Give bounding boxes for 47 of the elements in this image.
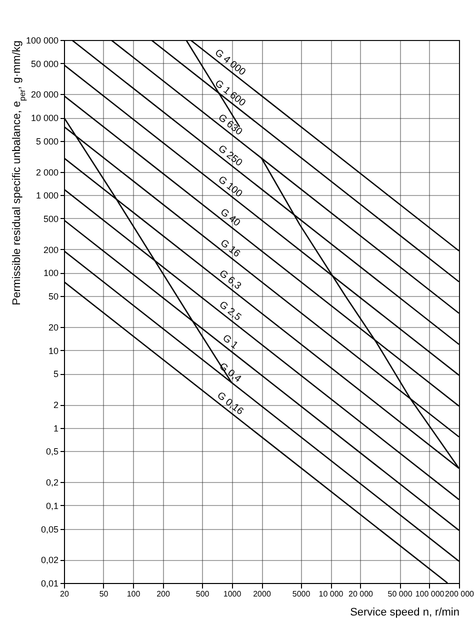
- y-tick-label: 50: [48, 292, 58, 302]
- y-tick-label: 10 000: [30, 113, 58, 124]
- x-tick-label: 20: [60, 590, 70, 598]
- text: G 100: [216, 174, 244, 200]
- x-tick-label: 500: [196, 590, 210, 598]
- y-tick-label: 50 000: [30, 58, 58, 69]
- x-tick-label: 1000: [223, 590, 242, 598]
- y-tick-label: 1: [53, 423, 58, 434]
- y-tick-label: 0,5: [46, 446, 58, 457]
- x-tick-label: 50 000: [388, 590, 413, 598]
- x-tick-label: 50: [99, 590, 109, 598]
- y-tick-label: 0,2: [46, 478, 58, 488]
- x-tick-label: 2000: [253, 590, 272, 598]
- text: G 250: [216, 143, 244, 170]
- y-tick-label: 2 000: [36, 167, 58, 178]
- y-tick-label: 0,01: [40, 578, 58, 588]
- y-tick-label: 100 000: [26, 36, 58, 46]
- y-tick-label: 20 000: [30, 90, 58, 100]
- text: G 0,16: [214, 390, 246, 418]
- text: G 1 600: [212, 78, 248, 110]
- text: G 6,3: [216, 268, 244, 292]
- y-tick-label: 10: [48, 346, 58, 356]
- y-tick-label: 200: [43, 244, 58, 255]
- x-tick-label: 5000: [292, 590, 311, 598]
- x-tick-label: 10 000: [318, 590, 344, 598]
- x-tick-label: 200 000: [445, 590, 474, 598]
- x-axis-title: Service speed n, r/min: [350, 606, 460, 618]
- x-tick-label: 200: [156, 590, 170, 598]
- x-tick-label: 100 000: [415, 590, 445, 598]
- y-tick-label: 0,1: [46, 500, 58, 511]
- text: G 1: [220, 332, 240, 352]
- y-tick-label: 100: [43, 268, 58, 278]
- y-tick-label: 5 000: [36, 136, 58, 146]
- y-tick-label: 0,05: [40, 524, 58, 534]
- y-tick-label: 20: [48, 322, 58, 332]
- y-tick-label: 500: [43, 214, 58, 224]
- text: G 16: [218, 238, 242, 260]
- text: G 2,5: [216, 300, 244, 324]
- y-tick-label: 1 000: [36, 190, 58, 201]
- x-tick-label: 100: [126, 590, 141, 598]
- text: G 40: [218, 206, 242, 230]
- y-tick-label: 2: [53, 400, 58, 410]
- x-tick-label: 20 000: [348, 590, 374, 598]
- y-tick-label: 5: [53, 369, 58, 380]
- text: G 4 000: [212, 47, 248, 78]
- text: G 630: [216, 112, 244, 138]
- y-tick-label: 0,02: [40, 555, 58, 566]
